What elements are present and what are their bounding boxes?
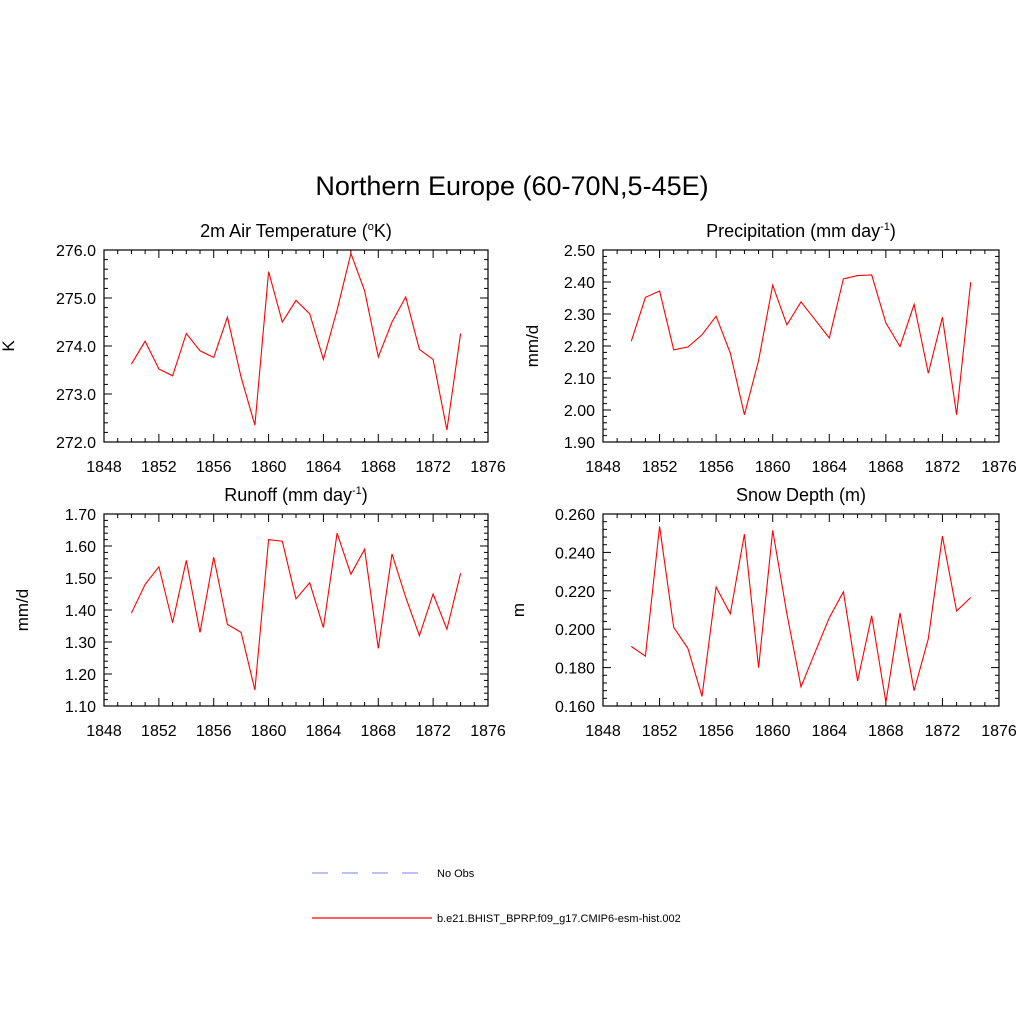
y-tick-label: 2.20 <box>564 339 595 356</box>
x-tick-label: 1860 <box>755 459 791 476</box>
x-tick-label: 1848 <box>585 459 621 476</box>
x-tick-label: 1860 <box>251 723 287 740</box>
panel-3: Runoff (mm day-1) mm/d 1848 1852 1856 1860 186… <box>13 485 506 740</box>
y-tick-label: 1.30 <box>65 635 96 652</box>
y-tick-label: 0.160 <box>555 699 595 716</box>
legend-obs-label: No Obs <box>437 868 475 880</box>
x-tick-label: 1852 <box>642 459 678 476</box>
y-tick-label: 2.50 <box>564 243 595 260</box>
x-tick-label: 1872 <box>925 723 961 740</box>
x-tick-label: 1856 <box>698 723 734 740</box>
y-tick-label: 2.00 <box>564 403 595 420</box>
y-tick-label: 275.0 <box>56 291 96 308</box>
y-axis-label: mm/d <box>13 589 32 632</box>
x-tick-label: 1852 <box>141 723 177 740</box>
x-tick-label: 1848 <box>86 459 122 476</box>
y-tick-label: 1.70 <box>65 507 96 524</box>
y-axis-label: mm/d <box>523 325 542 368</box>
x-tick-label: 1872 <box>415 459 451 476</box>
x-tick-label: 1872 <box>415 723 451 740</box>
plot-frame <box>602 249 1000 443</box>
x-tick-label: 1864 <box>306 723 342 740</box>
y-tick-label: 0.200 <box>555 622 595 639</box>
series-line-model <box>630 274 972 415</box>
panel-title: 2m Air Temperature (oK) <box>200 221 392 241</box>
y-axis-label: K <box>0 340 18 352</box>
panels: 2m Air Temperature (oK) K 1848 1852 1856 1860… <box>0 221 1017 740</box>
y-tick-label: 1.60 <box>65 539 96 556</box>
x-tick-label: 1864 <box>811 459 847 476</box>
legend: No Obs b.e21.BHIST_BPRP.f09_g17.CMIP6-es… <box>312 868 681 925</box>
y-tick-label: 0.260 <box>555 507 595 524</box>
y-tick-label: 1.40 <box>65 603 96 620</box>
x-tick-label: 1876 <box>470 459 506 476</box>
x-tick-label: 1856 <box>196 459 232 476</box>
y-tick-label: 2.40 <box>564 275 595 292</box>
x-tick-label: 1868 <box>360 723 396 740</box>
panel-4: Snow Depth (m) m 1848 1852 1856 1860 1864 1868 1… <box>509 485 1017 740</box>
x-tick-label: 1848 <box>585 723 621 740</box>
x-tick-label: 1856 <box>196 723 232 740</box>
y-axis-label: m <box>509 603 528 617</box>
y-tick-label: 0.180 <box>555 661 595 678</box>
panel-title: Runoff (mm day-1) <box>224 485 368 505</box>
y-tick-label: 272.0 <box>56 435 96 452</box>
x-tick-label: 1864 <box>811 723 847 740</box>
x-tick-label: 1872 <box>925 459 961 476</box>
x-tick-label: 1876 <box>981 723 1017 740</box>
y-tick-label: 274.0 <box>56 339 96 356</box>
series-line-model <box>630 526 972 703</box>
series-line-model <box>130 251 462 431</box>
x-tick-label: 1860 <box>251 459 287 476</box>
y-tick-label: 0.240 <box>555 545 595 562</box>
x-tick-label: 1856 <box>698 459 734 476</box>
x-tick-label: 1868 <box>360 459 396 476</box>
x-tick-label: 1852 <box>642 723 678 740</box>
x-tick-label: 1860 <box>755 723 791 740</box>
y-tick-label: 1.10 <box>65 699 96 716</box>
series-line-model <box>130 533 462 691</box>
x-tick-label: 1852 <box>141 459 177 476</box>
panel-1: 2m Air Temperature (oK) K 1848 1852 1856 1860… <box>0 221 506 476</box>
legend-model-label: b.e21.BHIST_BPRP.f09_g17.CMIP6-esm-hist.… <box>437 913 681 925</box>
x-tick-label: 1864 <box>306 459 342 476</box>
x-tick-label: 1868 <box>868 459 904 476</box>
plot-frame <box>103 249 489 443</box>
y-tick-label: 2.30 <box>564 307 595 324</box>
x-tick-label: 1876 <box>981 459 1017 476</box>
panel-title: Precipitation (mm day-1) <box>706 221 896 241</box>
panel-2: Precipitation (mm day-1) mm/d 1848 1852 1856… <box>523 221 1017 476</box>
plot-frame <box>103 513 489 707</box>
x-tick-label: 1868 <box>868 723 904 740</box>
y-tick-label: 1.90 <box>564 435 595 452</box>
x-tick-label: 1848 <box>86 723 122 740</box>
figure-title: Northern Europe (60-70N,5-45E) <box>315 171 708 201</box>
panel-title: Snow Depth (m) <box>736 485 866 505</box>
x-tick-label: 1876 <box>470 723 506 740</box>
y-tick-label: 1.20 <box>65 667 96 684</box>
y-tick-label: 276.0 <box>56 243 96 260</box>
y-tick-label: 0.220 <box>555 584 595 601</box>
y-tick-label: 1.50 <box>65 571 96 588</box>
y-tick-label: 2.10 <box>564 371 595 388</box>
y-tick-label: 273.0 <box>56 387 96 404</box>
